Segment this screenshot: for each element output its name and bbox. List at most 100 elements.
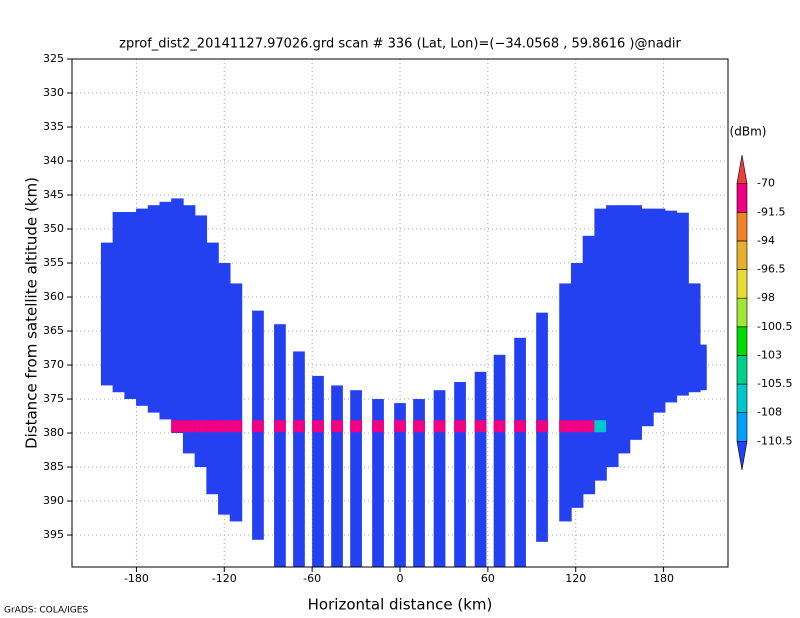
surface-echo	[413, 420, 425, 433]
colorbar-swatch	[736, 297, 748, 328]
beam	[293, 351, 305, 567]
x-tick-label: 60	[481, 572, 495, 585]
y-tick-label: 335	[43, 120, 64, 133]
beam	[124, 212, 137, 400]
y-tick-label: 345	[43, 188, 64, 201]
surface-echo	[433, 420, 446, 433]
colorbar-swatch	[736, 412, 748, 442]
colorbar-label: -103	[757, 348, 782, 361]
colorbar-swatch	[736, 240, 748, 270]
surface-echo	[493, 420, 506, 433]
colorbar-unit: (dBm)	[730, 125, 767, 139]
colorbar-label: -91.5	[757, 205, 785, 218]
beam	[171, 198, 184, 434]
beam	[136, 208, 149, 406]
x-tick-label: -120	[212, 572, 237, 585]
surface-echo	[182, 420, 196, 433]
y-tick-label: 395	[43, 528, 64, 541]
surface-echo	[312, 420, 324, 433]
beam	[147, 205, 161, 413]
colorbar-swatch	[736, 326, 748, 356]
surface-echo	[218, 420, 231, 433]
beam	[617, 205, 631, 454]
surface-echo	[454, 420, 466, 433]
surface-echo	[570, 420, 584, 433]
y-tick-label: 380	[43, 426, 64, 439]
surface-echo	[293, 420, 305, 433]
beam	[514, 337, 526, 567]
beam	[331, 385, 343, 567]
y-tick-label: 360	[43, 290, 64, 303]
beam	[218, 263, 231, 515]
x-tick-label: 0	[397, 572, 404, 585]
y-tick-label: 370	[43, 358, 64, 371]
surface-echo	[274, 420, 286, 433]
colorbar-swatch	[736, 183, 748, 213]
beam	[194, 215, 208, 468]
surface-echo	[350, 420, 362, 433]
surface-echo	[514, 420, 526, 433]
beam	[100, 242, 114, 386]
x-tick-label: -180	[124, 572, 149, 585]
colorbar-label: -105.5	[757, 377, 792, 390]
beam	[676, 212, 689, 396]
x-tick-label: 180	[653, 572, 674, 585]
beam	[493, 354, 506, 567]
beam	[229, 283, 243, 522]
surface-echo	[559, 420, 572, 433]
colorbar-swatch	[736, 154, 748, 184]
y-tick-label: 330	[43, 86, 64, 99]
beam	[582, 235, 596, 495]
y-tick-label: 365	[43, 324, 64, 337]
footer: GrADS: COLA/IGES	[4, 606, 88, 616]
y-tick-label: 325	[43, 52, 64, 65]
surface-echo	[206, 420, 219, 433]
beam	[454, 382, 466, 567]
y-axis-label: Distance from satellite altitude (km)	[23, 177, 41, 449]
y-tick-label: 390	[43, 494, 64, 507]
surface-echo	[594, 420, 607, 433]
beam	[664, 210, 678, 403]
beam	[274, 324, 286, 567]
beam	[159, 201, 172, 420]
colorbar-label: -100.5	[757, 320, 792, 333]
surface-echo	[171, 420, 184, 433]
beam	[594, 208, 607, 481]
beam	[629, 205, 642, 440]
beam	[413, 399, 425, 567]
colorbar-label: -96.5	[757, 263, 785, 276]
beam	[474, 371, 487, 567]
beam	[350, 390, 362, 567]
y-tick-label: 340	[43, 154, 64, 167]
beam	[394, 403, 406, 567]
beam	[652, 208, 666, 413]
colorbar-label: -94	[757, 234, 775, 247]
beam	[559, 283, 572, 522]
beam	[688, 283, 701, 393]
beam	[112, 212, 126, 393]
beam	[312, 375, 324, 567]
surface-echo	[331, 420, 343, 433]
y-tick-label: 355	[43, 256, 64, 269]
colorbar-label: -70	[757, 177, 775, 190]
surface-echo	[582, 420, 596, 433]
chart-title: zprof_dist2_20141127.97026.grd scan # 33…	[119, 37, 681, 52]
beam	[182, 205, 196, 454]
x-tick-label: 120	[565, 572, 586, 585]
colorbar-swatch	[736, 383, 748, 414]
x-axis-label: Horizontal distance (km)	[308, 596, 493, 614]
surface-echo	[252, 420, 264, 433]
colorbar-label: -110.5	[757, 434, 792, 447]
surface-echo	[394, 420, 406, 433]
colorbar-swatch	[736, 211, 748, 242]
beam	[570, 263, 584, 508]
colorbar-swatch	[736, 355, 748, 385]
beam	[699, 344, 707, 391]
surface-echo	[194, 420, 208, 433]
colorbar-swatch	[736, 269, 748, 299]
surface-echo	[536, 420, 548, 433]
y-tick-label: 375	[43, 392, 64, 405]
surface-echo	[372, 420, 384, 433]
plot-area	[100, 198, 707, 567]
